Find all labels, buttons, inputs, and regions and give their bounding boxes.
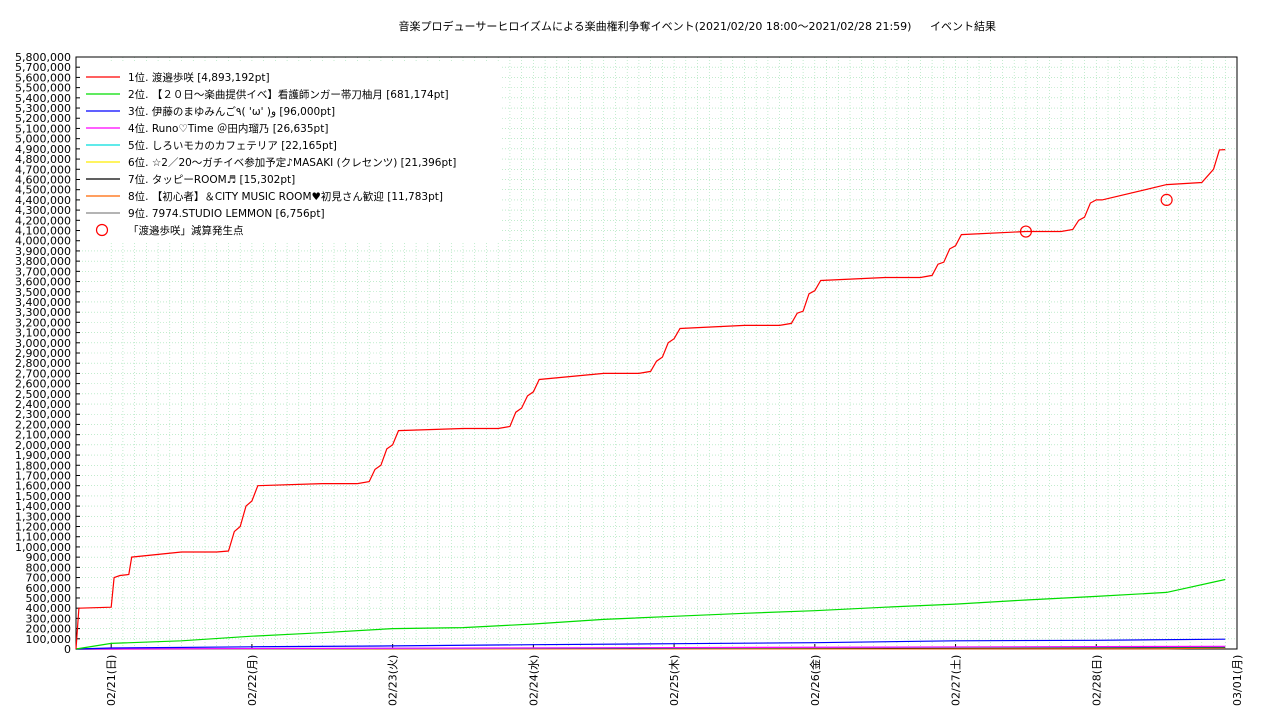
y-tick-label: 2,700,000 (15, 367, 71, 380)
legend-entry: 5位. しろいモカのカフェテリア [22,165pt] (128, 139, 337, 152)
legend-entry: 6位. ☆2／20〜ガチイベ参加予定♪MASAKI (クレセンツ) [21,39… (128, 156, 456, 169)
y-tick-label: 800,000 (26, 561, 72, 574)
y-tick-label: 300,000 (26, 612, 72, 625)
y-tick-label: 600,000 (26, 582, 72, 595)
y-tick-label: 1,000,000 (15, 541, 71, 554)
y-tick-label: 4,200,000 (15, 214, 71, 227)
y-tick-label: 5,000,000 (15, 133, 71, 146)
y-tick-label: 2,100,000 (15, 429, 71, 442)
chart-subtitle: イベント結果 (930, 19, 996, 33)
y-tick-label: 3,500,000 (15, 286, 71, 299)
legend-entry: 4位. Runo♡Time ＠田内瑠乃 [26,635pt] (128, 122, 328, 135)
y-tick-label: 1,400,000 (15, 500, 71, 513)
decrease-marker (1019, 225, 1033, 238)
y-tick-label: 4,700,000 (15, 163, 71, 176)
y-tick-label: 2,400,000 (15, 398, 71, 411)
y-tick-label: 5,200,000 (15, 112, 71, 125)
y-tick-label: 100,000 (26, 633, 72, 646)
y-tick-label: 4,900,000 (15, 143, 71, 156)
y-tick-label: 5,600,000 (15, 71, 71, 84)
y-tick-label: 5,700,000 (15, 61, 71, 74)
y-tick-label: 3,300,000 (15, 306, 71, 319)
y-tick-label: 1,100,000 (15, 531, 71, 544)
x-tick-label: 02/24(水) (527, 655, 540, 706)
y-tick-label: 5,400,000 (15, 92, 71, 105)
y-tick-label: 2,000,000 (15, 439, 71, 452)
legend: 1位. 渡邉歩咲 [4,893,192pt] 2位. 【２０日〜楽曲提供イベ】看護… (80, 62, 502, 242)
legend-entry: 8位. 【初心者】＆CITY MUSIC ROOM♥初見さん歓迎 [11,783… (128, 190, 443, 203)
series-line (75, 645, 1226, 650)
y-tick-label: 1,300,000 (15, 510, 71, 523)
y-tick-label: 3,400,000 (15, 296, 71, 309)
series-lines (75, 149, 1226, 650)
x-tick-label: 03/01(月) (1231, 655, 1244, 706)
legend-entry: 1位. 渡邉歩咲 [4,893,192pt] (128, 71, 270, 84)
legend-box (80, 62, 502, 242)
y-tick-label: 1,500,000 (15, 490, 71, 503)
y-tick-label: 5,100,000 (15, 122, 71, 135)
y-tick-label: 5,500,000 (15, 82, 71, 95)
y-tick-label: 4,500,000 (15, 184, 71, 197)
y-tick-label: 1,800,000 (15, 459, 71, 472)
y-tick-label: 3,600,000 (15, 276, 71, 289)
legend-entry: 3位. 伊藤のまゆみんご٩( 'ω' )و [96,000pt] (128, 105, 335, 118)
series-line (75, 149, 1226, 650)
legend-entry: 7位. タッピーROOM♬ [15,302pt] (128, 173, 295, 186)
y-tick-label: 5,800,000 (15, 51, 71, 64)
y-tick-label: 5,300,000 (15, 102, 71, 115)
y-tick-label: 200,000 (26, 623, 72, 636)
y-tick-label: 3,700,000 (15, 265, 71, 278)
y-tick-label: 1,200,000 (15, 521, 71, 534)
y-tick-label: 0 (64, 643, 71, 656)
x-tick-label: 02/27(土) (950, 655, 963, 706)
legend-entry: 9位. 7974.STUDIO LEMMON [6,756pt] (128, 207, 325, 220)
series-line (75, 578, 1226, 650)
y-tick-label: 2,200,000 (15, 418, 71, 431)
y-tick-label: 3,900,000 (15, 245, 71, 258)
legend-entry-marker: 「渡邉歩咲」減算発生点 (128, 224, 244, 237)
y-tick-label: 2,500,000 (15, 388, 71, 401)
y-tick-label: 3,000,000 (15, 337, 71, 350)
y-tick-label: 4,800,000 (15, 153, 71, 166)
legend-entry: 2位. 【２０日〜楽曲提供イベ】看護師ンガー帯刀柚月 [681,174pt] (128, 88, 449, 101)
y-tick-label: 3,100,000 (15, 327, 71, 340)
decrease-markers (1019, 193, 1173, 238)
series-line (75, 638, 1226, 650)
y-tick-label: 500,000 (26, 592, 72, 605)
y-tick-label: 4,100,000 (15, 225, 71, 238)
y-tick-label: 900,000 (26, 551, 72, 564)
y-tick-label: 700,000 (26, 572, 72, 585)
legend-marker-swatch (95, 223, 109, 237)
y-tick-label: 3,800,000 (15, 255, 71, 268)
x-tick-label: 02/22(月) (246, 655, 259, 706)
y-tick-label: 4,600,000 (15, 173, 71, 186)
y-tick-label: 2,900,000 (15, 347, 71, 360)
y-tick-label: 2,300,000 (15, 408, 71, 421)
x-tick-label: 02/21(日) (105, 655, 118, 706)
y-tick-label: 4,000,000 (15, 235, 71, 248)
decrease-marker (1160, 193, 1173, 206)
y-tick-label: 1,900,000 (15, 449, 71, 462)
y-tick-label: 4,400,000 (15, 194, 71, 207)
y-tick-label: 3,200,000 (15, 316, 71, 329)
y-tick-label: 1,600,000 (15, 480, 71, 493)
y-tick-label: 2,800,000 (15, 357, 71, 370)
y-axis: 0100,000200,000300,000400,000500,000600,… (15, 51, 80, 656)
y-tick-label: 2,600,000 (15, 378, 71, 391)
chart-title: 音楽プロデューサーヒロイズムによる楽曲権利争奪イベント(2021/02/20 1… (399, 19, 912, 33)
x-tick-label: 02/25(木) (668, 655, 681, 706)
x-tick-label: 02/23(火) (387, 655, 400, 706)
y-tick-label: 1,700,000 (15, 469, 71, 482)
y-tick-label: 4,300,000 (15, 204, 71, 217)
y-tick-label: 400,000 (26, 602, 72, 615)
x-tick-label: 02/26(金) (808, 655, 822, 706)
x-tick-label: 02/28(日) (1090, 655, 1103, 706)
